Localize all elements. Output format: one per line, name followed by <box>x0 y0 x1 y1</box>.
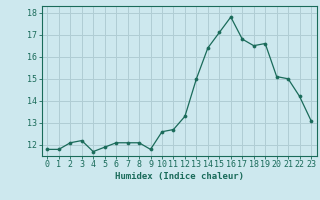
X-axis label: Humidex (Indice chaleur): Humidex (Indice chaleur) <box>115 172 244 181</box>
